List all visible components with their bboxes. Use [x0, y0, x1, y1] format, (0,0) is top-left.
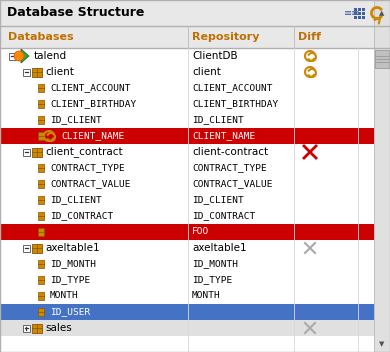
- Bar: [38, 292, 44, 300]
- Bar: [374, 0, 390, 352]
- Text: client: client: [192, 67, 221, 77]
- Bar: [0, 256, 374, 272]
- Bar: [0, 64, 374, 80]
- Bar: [354, 12, 357, 15]
- Text: sales: sales: [45, 323, 72, 333]
- Bar: [32, 244, 42, 252]
- Bar: [0, 80, 374, 96]
- Text: CLIENT_ACCOUNT: CLIENT_ACCOUNT: [50, 83, 131, 93]
- Text: client-contract: client-contract: [192, 147, 268, 157]
- Text: ID_CLIENT: ID_CLIENT: [50, 115, 102, 125]
- Text: client_contract: client_contract: [45, 146, 122, 157]
- Text: CLIENT_NAME: CLIENT_NAME: [61, 132, 124, 140]
- Polygon shape: [21, 49, 29, 63]
- Bar: [0, 288, 374, 304]
- Text: ID_CONTRACT: ID_CONTRACT: [192, 212, 255, 220]
- Bar: [358, 8, 361, 11]
- Bar: [362, 12, 365, 15]
- Bar: [38, 164, 44, 172]
- Bar: [0, 160, 374, 176]
- Bar: [0, 176, 374, 192]
- Text: talend: talend: [34, 51, 67, 61]
- Bar: [32, 147, 42, 157]
- Text: ID_TYPE: ID_TYPE: [192, 276, 232, 284]
- Bar: [0, 208, 374, 224]
- Bar: [362, 16, 365, 19]
- Text: Database Structure: Database Structure: [7, 6, 144, 19]
- Bar: [38, 228, 44, 236]
- Text: ID_USER: ID_USER: [50, 308, 90, 316]
- Text: CLIENT_BIRTHDAY: CLIENT_BIRTHDAY: [50, 100, 136, 108]
- Bar: [0, 272, 374, 288]
- Bar: [9, 53, 16, 60]
- Text: CONTRACT_TYPE: CONTRACT_TYPE: [50, 163, 125, 172]
- Bar: [38, 196, 44, 204]
- Bar: [38, 276, 44, 284]
- Text: CLIENT_BIRTHDAY: CLIENT_BIRTHDAY: [192, 100, 278, 108]
- Bar: [362, 8, 365, 11]
- Bar: [38, 84, 44, 92]
- Text: ID_CONTRACT: ID_CONTRACT: [50, 212, 113, 220]
- Bar: [358, 12, 361, 15]
- Bar: [358, 16, 361, 19]
- Bar: [0, 240, 374, 256]
- Bar: [23, 245, 30, 252]
- Text: CONTRACT_VALUE: CONTRACT_VALUE: [50, 180, 131, 189]
- Bar: [354, 8, 357, 11]
- Bar: [32, 323, 42, 333]
- Bar: [375, 50, 389, 68]
- Bar: [38, 116, 44, 124]
- Text: axeltable1: axeltable1: [45, 243, 99, 253]
- Text: ID_CLIENT: ID_CLIENT: [50, 195, 102, 205]
- Bar: [0, 144, 374, 160]
- Bar: [0, 128, 374, 144]
- Circle shape: [14, 51, 24, 61]
- Bar: [0, 26, 374, 48]
- Bar: [0, 96, 374, 112]
- Text: ClientDB: ClientDB: [192, 51, 238, 61]
- Bar: [354, 16, 357, 19]
- Text: ≡≡: ≡≡: [344, 8, 360, 18]
- Text: CLIENT_NAME: CLIENT_NAME: [192, 132, 255, 140]
- Bar: [0, 192, 374, 208]
- Bar: [0, 320, 374, 336]
- Text: ID_MONTH: ID_MONTH: [192, 259, 238, 269]
- Text: ▲: ▲: [379, 10, 385, 16]
- Text: ▼: ▼: [379, 341, 385, 347]
- Bar: [38, 132, 44, 140]
- Text: client: client: [45, 67, 74, 77]
- Text: FOO: FOO: [192, 227, 209, 237]
- Text: CONTRACT_VALUE: CONTRACT_VALUE: [192, 180, 273, 189]
- Bar: [0, 224, 374, 240]
- Text: axeltable1: axeltable1: [192, 243, 246, 253]
- Text: ID_CLIENT: ID_CLIENT: [192, 195, 244, 205]
- Text: Databases: Databases: [8, 32, 74, 42]
- Text: ID_MONTH: ID_MONTH: [50, 259, 96, 269]
- Text: ID_CLIENT: ID_CLIENT: [192, 115, 244, 125]
- Bar: [0, 112, 374, 128]
- Bar: [38, 260, 44, 268]
- Bar: [38, 100, 44, 108]
- Bar: [0, 48, 374, 64]
- Bar: [0, 0, 390, 26]
- Bar: [32, 68, 42, 76]
- Bar: [0, 304, 374, 320]
- Text: MONTH: MONTH: [192, 291, 221, 301]
- Bar: [38, 180, 44, 188]
- Bar: [23, 325, 30, 332]
- Text: Diff: Diff: [298, 32, 321, 42]
- Text: ID_TYPE: ID_TYPE: [50, 276, 90, 284]
- Bar: [38, 212, 44, 220]
- Text: CLIENT_ACCOUNT: CLIENT_ACCOUNT: [192, 83, 273, 93]
- Bar: [0, 48, 374, 352]
- Bar: [38, 308, 44, 316]
- Text: CONTRACT_TYPE: CONTRACT_TYPE: [192, 163, 267, 172]
- Text: Repository: Repository: [192, 32, 259, 42]
- Text: MONTH: MONTH: [50, 291, 79, 301]
- Bar: [23, 69, 30, 76]
- Bar: [23, 149, 30, 156]
